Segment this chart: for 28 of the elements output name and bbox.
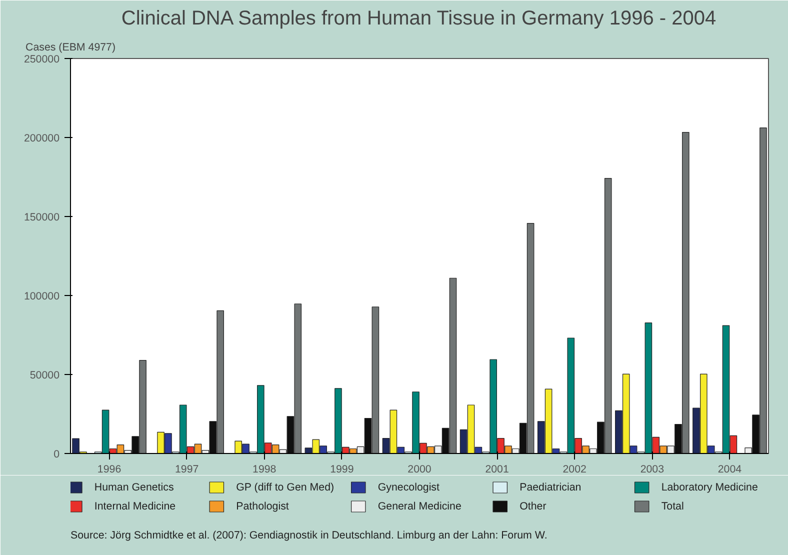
legend-label: Internal Medicine (94, 500, 176, 512)
y-axis-title: Cases (EBM 4977) (26, 42, 116, 54)
x-tick-label: 2004 (718, 464, 742, 476)
x-tick-label: 1999 (330, 464, 354, 476)
legend-label: Other (520, 500, 547, 512)
x-tick-label: 2001 (485, 464, 509, 476)
legend-label: Laboratory Medicine (661, 482, 758, 494)
y-tick-label: 250000 (24, 54, 60, 66)
x-tick-label: 1998 (252, 464, 276, 476)
legend-label: Total (661, 500, 684, 512)
x-tick-label: 1997 (174, 464, 199, 476)
legend-label: GP (diff to Gen Med) (236, 482, 334, 494)
y-tick-label: 150000 (24, 212, 60, 224)
x-tick-label: 1996 (97, 464, 122, 476)
chart-title: Clinical DNA Samples from Human Tissue in Germany 1996 - 2004 (121, 8, 716, 30)
source-note: Source: Jörg Schmidtke et al. (2007): Gendiagnostik in Deutschland. Limburg an der Lahn: Forum W. (70, 530, 548, 542)
legend-label: Human Genetics (94, 482, 174, 494)
legend-label: General Medicine (378, 500, 462, 512)
legend-label: Gynecologist (378, 482, 440, 494)
legend-label: Pathologist (236, 500, 289, 512)
y-tick-label: 0 (54, 448, 60, 460)
x-tick-label: 2003 (640, 464, 664, 476)
y-tick-label: 200000 (24, 132, 60, 144)
y-tick-label: 100000 (24, 290, 60, 302)
legend-label: Paediatrician (520, 482, 582, 494)
x-tick-label: 2002 (562, 464, 587, 476)
y-tick-label: 50000 (30, 370, 60, 382)
x-tick-label: 2000 (408, 464, 432, 476)
